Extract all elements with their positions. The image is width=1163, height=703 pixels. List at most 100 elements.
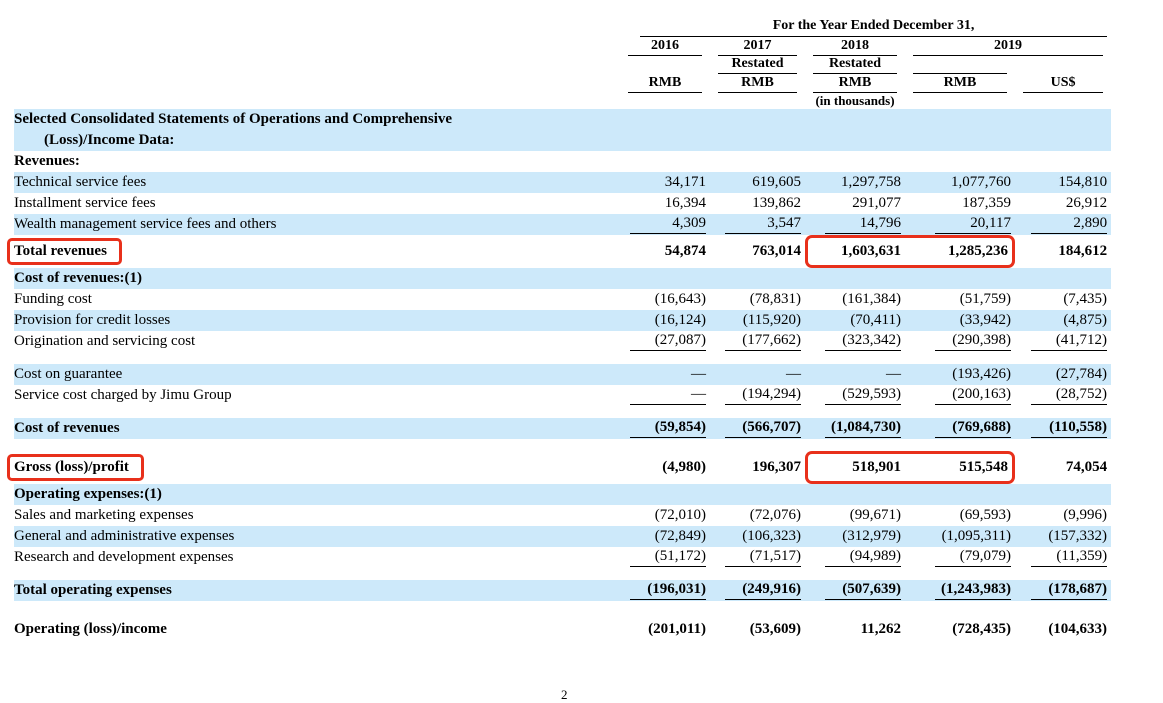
- cell-value: [905, 484, 1015, 505]
- table-row: Origination and servicing cost (27,087) (1…: [14, 331, 1111, 352]
- cell-value-text: (11,359): [1031, 548, 1108, 567]
- cell-value-text: (193,426): [952, 366, 1011, 382]
- table-row: Provision for credit losses (16,124) (115,…: [14, 310, 1112, 331]
- cell-value: [710, 151, 805, 172]
- unit-2019-usd: US$: [1023, 75, 1104, 93]
- cell-value-text: (33,942): [959, 312, 1011, 328]
- cell-value: 14,796: [805, 214, 905, 235]
- cell-value: (728,435): [905, 613, 1015, 646]
- cell-value: 16,394: [620, 193, 710, 214]
- cell-value: (157,332): [1015, 526, 1111, 547]
- cell-value-text: 1,285,236: [948, 243, 1008, 259]
- cell-value-text: (71,517): [725, 548, 801, 567]
- cell-value-text: (72,076): [749, 507, 801, 523]
- cell-value-text: (53,609): [749, 621, 801, 637]
- cell-value: (7,435): [1015, 289, 1111, 310]
- cell-value: [1015, 109, 1111, 130]
- cell-value-text: (106,323): [742, 528, 801, 544]
- cell-value: 1,297,758: [805, 172, 905, 193]
- row-label: Origination and servicing cost: [14, 331, 620, 352]
- cell-value: (290,398): [905, 331, 1015, 352]
- cell-value-text: (1,095,311): [941, 528, 1011, 544]
- cell-value: [805, 268, 905, 289]
- cell-value: —: [710, 364, 805, 385]
- cell-value-text: (110,558): [1031, 419, 1108, 438]
- cell-value-text: 34,171: [664, 174, 706, 190]
- cell-value: (106,323): [710, 526, 805, 547]
- cell-value-text: 11,262: [860, 621, 901, 637]
- cell-value-text: —: [630, 386, 706, 405]
- unit-2016-rmb: RMB: [628, 75, 702, 93]
- cell-value: (51,172): [620, 547, 710, 568]
- cell-value-text: (249,916): [725, 581, 801, 600]
- row-label-text: Research and development expenses: [14, 549, 234, 565]
- cell-value-text: (161,384): [842, 291, 901, 307]
- cell-value: (16,124): [620, 310, 710, 331]
- row-label-text: Revenues:: [14, 153, 80, 169]
- table-row: Total revenues 54,874 763,014 1,603,631 1,28…: [7, 235, 1111, 268]
- page-number: 2: [561, 687, 568, 702]
- cell-value: (9,996): [1015, 505, 1111, 526]
- cell-value: (51,759): [905, 289, 1015, 310]
- table-row: Cost on guarantee — — — (193,426) (27,784): [14, 364, 1112, 385]
- row-label-text: Selected Consolidated Statements of Oper…: [14, 111, 453, 127]
- cell-value: [805, 130, 905, 151]
- cell-value: —: [805, 364, 905, 385]
- year-2018-header: 2018: [813, 38, 897, 56]
- cell-value: 3,547: [710, 214, 805, 235]
- cell-value: (196,031): [620, 580, 710, 601]
- spacer-row: [14, 406, 1111, 418]
- row-label-text: Sales and marketing expenses: [14, 507, 194, 523]
- cell-value-text: (194,294): [725, 386, 801, 405]
- cell-value: [620, 151, 710, 172]
- cell-value: [710, 109, 805, 130]
- row-label: Gross (loss)/profit: [7, 451, 620, 484]
- cell-value-text: 763,014: [752, 243, 801, 259]
- cell-value-text: (178,687): [1031, 581, 1108, 600]
- cell-value-text: (312,979): [842, 528, 901, 544]
- row-label: Total revenues: [7, 235, 620, 268]
- cell-value-text: —: [691, 366, 706, 382]
- table-header: For the Year Ended December 31, 2016 201…: [14, 18, 1111, 109]
- cell-value-text: (16,124): [654, 312, 706, 328]
- row-label: (Loss)/Income Data:: [14, 130, 620, 151]
- financial-statement-table: For the Year Ended December 31, 2016 201…: [7, 18, 1112, 646]
- cell-value-text: (201,011): [648, 621, 706, 637]
- cell-value: [620, 484, 710, 505]
- cell-value-text: 619,605: [752, 174, 801, 190]
- cell-value-text: (79,079): [935, 548, 1011, 567]
- cell-value: 26,912: [1015, 193, 1111, 214]
- row-label: Sales and marketing expenses: [14, 505, 620, 526]
- annotation-box-label: Total revenues: [7, 238, 122, 265]
- cell-value-text: (69,593): [959, 507, 1011, 523]
- in-thousands-note: (in thousands): [815, 93, 895, 108]
- row-label-text: Origination and servicing cost: [14, 333, 196, 349]
- row-label-text: Funding cost: [14, 291, 92, 307]
- row-label-text: Installment service fees: [14, 195, 156, 211]
- cell-value: (71,517): [710, 547, 805, 568]
- table-row: Wealth management service fees and other…: [14, 214, 1112, 235]
- cell-value-text: (529,593): [825, 386, 901, 405]
- cell-value: [905, 130, 1015, 151]
- cell-value: (178,687): [1015, 580, 1111, 601]
- cell-value: (72,076): [710, 505, 805, 526]
- cell-value-text: 1,297,758: [841, 174, 901, 190]
- header-restated-row: Restated Restated: [14, 56, 1111, 74]
- table-row: Gross (loss)/profit (4,980) 196,307 518,901…: [7, 451, 1111, 484]
- row-label: Cost of revenues:(1): [14, 268, 620, 289]
- cell-value: 34,171: [620, 172, 710, 193]
- cell-value: (16,643): [620, 289, 710, 310]
- row-label: Cost of revenues: [14, 418, 620, 439]
- row-label: Installment service fees: [14, 193, 620, 214]
- row-label-text: Operating expenses:(1): [14, 486, 162, 502]
- year-2019-header: 2019: [913, 38, 1104, 56]
- cell-value-text: (27,784): [1055, 366, 1108, 382]
- cell-value: 763,014: [710, 235, 805, 268]
- cell-value: (323,342): [805, 331, 905, 352]
- cell-value-text: 184,612: [1058, 243, 1108, 259]
- cell-value: [805, 484, 905, 505]
- row-label: Service cost charged by Jimu Group: [14, 385, 620, 406]
- row-label: Cost on guarantee: [14, 364, 620, 385]
- cell-value: (53,609): [710, 613, 805, 646]
- cell-value: [710, 268, 805, 289]
